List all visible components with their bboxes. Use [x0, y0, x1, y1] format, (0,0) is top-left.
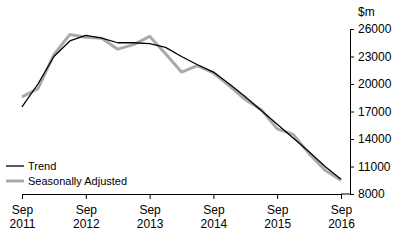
series-line: [22, 35, 341, 179]
x-tick: Sep2015: [264, 194, 291, 231]
x-tick-mark: [341, 194, 342, 199]
y-tick-mark: [350, 112, 354, 113]
x-tick-label: Sep2012: [73, 203, 100, 231]
legend-label: Trend: [28, 160, 56, 172]
chart: 8000 11000 14000 17000 20000 23000 26000 $m Sep2…: [0, 0, 408, 249]
x-tick-mark: [277, 194, 278, 199]
legend-swatch: [6, 180, 24, 183]
y-tick-label: 26000: [358, 22, 392, 36]
x-tick-label: Sep2014: [201, 203, 228, 231]
y-tick-label: 14000: [358, 132, 392, 146]
y-tick-label: 11000: [358, 160, 391, 174]
x-tick-label: Sep2016: [328, 203, 355, 231]
y-tick-label: 23000: [358, 50, 392, 64]
x-tick: Sep2012: [73, 194, 100, 231]
y-tick: 14000: [350, 132, 392, 146]
x-tick-mark: [213, 194, 214, 199]
x-tick-label: Sep2015: [264, 203, 291, 231]
y-tick-mark: [350, 139, 354, 140]
y-tick-mark: [350, 167, 354, 168]
y-tick-mark: [350, 84, 354, 85]
legend-swatch: [6, 165, 24, 166]
y-axis: 8000 11000 14000 17000 20000 23000 26000: [350, 22, 392, 201]
x-tick-label: Sep2013: [137, 203, 164, 231]
x-axis: Sep2011 Sep2012 Sep2013 Sep2014 Sep2015 Sep20…: [10, 194, 356, 231]
plot-area: [22, 35, 341, 181]
x-tick: Sep2011: [10, 194, 36, 231]
y-tick: 17000: [350, 105, 392, 119]
y-tick: 20000: [350, 77, 392, 91]
legend: Trend Seasonally Adjusted: [6, 160, 127, 187]
x-tick-label: Sep2011: [10, 203, 36, 231]
y-tick-mark: [350, 29, 354, 30]
x-tick-mark: [150, 194, 151, 199]
y-tick-mark: [350, 57, 354, 58]
y-tick: 26000: [350, 22, 392, 36]
y-tick: 8000: [350, 187, 385, 201]
y-tick-mark: [350, 194, 354, 195]
x-axis-line: [23, 194, 342, 195]
x-tick: Sep2013: [137, 194, 164, 231]
y-tick: 23000: [350, 50, 392, 64]
x-tick-mark: [22, 194, 23, 199]
x-tick-mark: [86, 194, 87, 199]
x-tick: Sep2014: [201, 194, 228, 231]
series-line: [22, 35, 341, 181]
y-tick-label: 8000: [358, 187, 385, 201]
y-tick: 11000: [350, 160, 391, 174]
x-tick: Sep2016: [328, 194, 355, 231]
y-tick-label: 20000: [358, 77, 392, 91]
x-axis-line-extension: [341, 194, 350, 195]
y-tick-label: 17000: [358, 105, 392, 119]
legend-label: Seasonally Adjusted: [28, 175, 127, 187]
y-axis-title: $m: [358, 5, 375, 19]
